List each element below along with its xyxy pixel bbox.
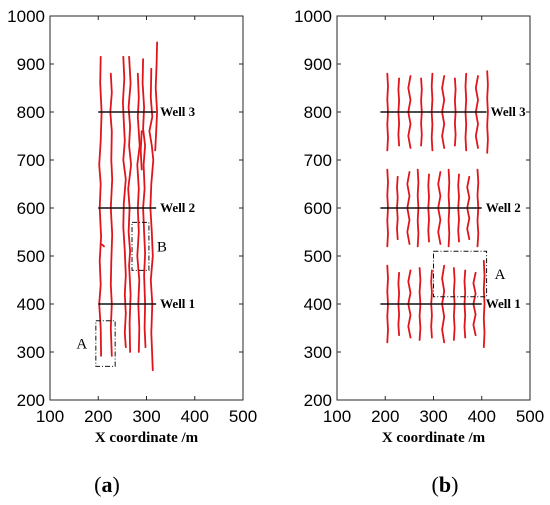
- fracture-line: [486, 70, 489, 154]
- y-tick-label: 1000: [7, 7, 45, 26]
- y-tick-label: 300: [304, 343, 332, 362]
- fracture-line: [482, 259, 486, 349]
- fracture-line: [109, 72, 114, 357]
- x-tick-label: 400: [181, 407, 209, 426]
- x-tick-label: 300: [419, 407, 447, 426]
- fracture-line: [127, 55, 132, 353]
- y-tick-label: 500: [17, 247, 45, 266]
- y-tick-label: 900: [17, 55, 45, 74]
- x-tick-label: 100: [36, 407, 64, 426]
- y-tick-label: 300: [17, 343, 45, 362]
- well-label: Well 3: [491, 104, 527, 119]
- x-tick-label: 500: [229, 407, 257, 426]
- fracture-line: [98, 55, 103, 357]
- well-label: Well 2: [486, 200, 521, 215]
- y-tick-label: 200: [304, 391, 332, 410]
- y-tick-label: 200: [17, 391, 45, 410]
- fracture-line: [136, 72, 141, 353]
- y-tick-label: 600: [17, 199, 45, 218]
- y-tick-label: 600: [304, 199, 332, 218]
- panel-label: (a): [94, 472, 120, 497]
- panel-a: 100 200 300 400 5002003004005006007008009001…: [7, 7, 257, 497]
- well-label: Well 1: [160, 296, 195, 311]
- y-tick-label: 1000: [294, 7, 332, 26]
- y-tick-label: 400: [304, 295, 332, 314]
- highlight-box: [95, 320, 116, 367]
- well-label: Well 2: [160, 200, 195, 215]
- x-tick-label: 500: [516, 407, 544, 426]
- x-axis-label: X coordinate /m: [95, 430, 199, 446]
- x-tick-label: 300: [132, 407, 160, 426]
- fracture-line: [141, 58, 147, 349]
- fracture-line: [148, 67, 155, 372]
- y-tick-label: 800: [17, 103, 45, 122]
- box-label: A: [495, 267, 506, 283]
- fracture-line: [122, 55, 127, 349]
- x-tick-label: 100: [323, 407, 351, 426]
- x-axis-label: X coordinate /m: [382, 430, 486, 446]
- panel-b: 100 200 300 400 5002003004005006007008009001…: [294, 7, 544, 497]
- box-label: A: [76, 337, 87, 353]
- x-tick-label: 200: [84, 407, 112, 426]
- y-tick-label: 700: [17, 151, 45, 170]
- box-label: B: [157, 239, 167, 255]
- well-label: Well 1: [486, 296, 521, 311]
- y-tick-label: 800: [304, 103, 332, 122]
- y-tick-label: 500: [304, 247, 332, 266]
- well-label: Well 3: [160, 104, 196, 119]
- x-tick-label: 200: [371, 407, 399, 426]
- highlight-box: [131, 221, 150, 271]
- y-tick-label: 900: [304, 55, 332, 74]
- panel-label: (b): [432, 472, 459, 497]
- highlight-box: [433, 250, 488, 298]
- fracture-line: [99, 243, 105, 248]
- x-tick-label: 400: [468, 407, 496, 426]
- fracture-line: [139, 130, 143, 171]
- fracture-line: [154, 41, 158, 152]
- y-tick-label: 400: [17, 295, 45, 314]
- y-tick-label: 700: [304, 151, 332, 170]
